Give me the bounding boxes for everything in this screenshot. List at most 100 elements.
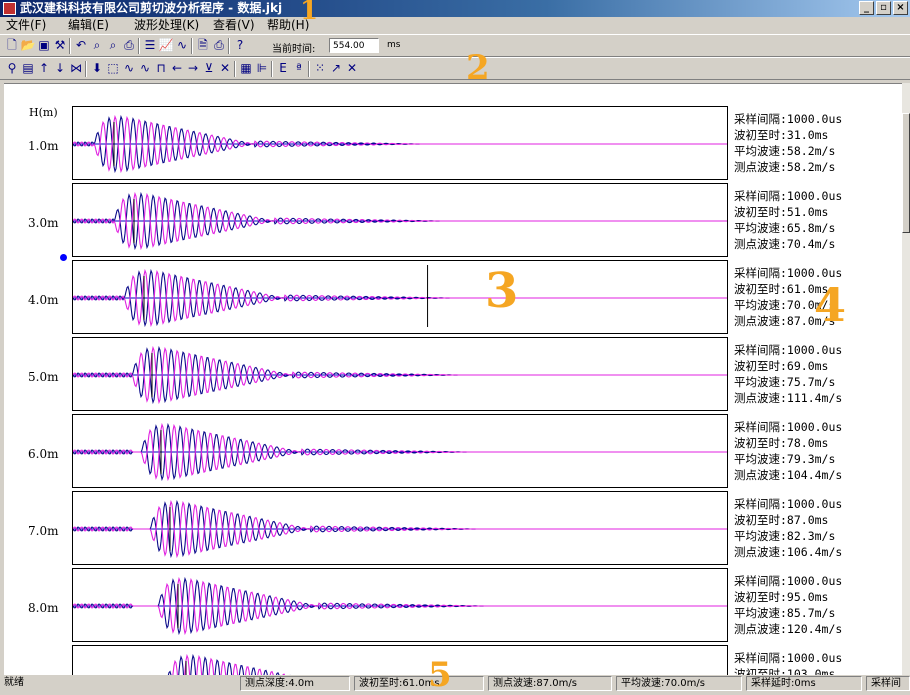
status-point-velocity: 测点波速:87.0m/s	[488, 676, 612, 691]
menu-wave-process[interactable]: 波形处理(K)	[134, 18, 200, 32]
trace-info-line: 测点波速:58.2m/s	[734, 160, 836, 174]
save-icon[interactable]: ▣	[38, 38, 50, 52]
callout-1: 1	[300, 0, 319, 26]
waveform-b	[73, 191, 727, 251]
minimize-button[interactable]: _	[859, 1, 874, 15]
trace-info: 采样间隔:1000.0us 波初至时:51.0ms 平均波速:65.8m/s 测点波速…	[734, 188, 842, 252]
trace-info-line: 测点波速:111.4m/s	[734, 391, 843, 405]
trace-info: 采样间隔:1000.0us 波初至时:31.0ms 平均波速:58.2m/s 测点波速…	[734, 111, 842, 175]
list-icon[interactable]: ☰	[144, 38, 156, 52]
trace-info-line: 采样间隔:1000.0us	[734, 574, 843, 588]
chart-icon[interactable]: 📈	[158, 38, 174, 52]
toolbar-separator	[138, 38, 140, 54]
wave-icon[interactable]: ∿	[176, 38, 188, 52]
waveform-plot[interactable]	[72, 491, 728, 565]
waveform-b	[73, 114, 727, 174]
properties-icon[interactable]: ▦	[240, 61, 252, 75]
select-icon[interactable]: ⬚	[107, 61, 119, 75]
trace-info-line: 波初至时:103.0ms	[734, 667, 836, 676]
zoom-out-icon[interactable]: ⌕	[109, 38, 117, 52]
arrow-right-icon[interactable]: →	[187, 61, 199, 75]
waveform-svg	[73, 499, 727, 559]
trace-info-line: 平均波速:58.2m/s	[734, 144, 836, 158]
zoom-in-icon[interactable]: ⌕	[93, 38, 101, 52]
menu-edit[interactable]: 编辑(E)	[68, 18, 109, 32]
pointer-icon[interactable]: ↗	[330, 61, 342, 75]
menu-bar: 文件(F) 编辑(E) 波形处理(K) 查看(V) 帮助(H)	[0, 17, 910, 34]
sort-asc-icon[interactable]: ↑	[38, 61, 50, 75]
new-file-icon[interactable]: 🗋	[7, 38, 17, 52]
trace-info-line: 平均波速:75.7m/s	[734, 375, 836, 389]
open-folder-icon[interactable]: 📂	[20, 38, 36, 52]
wave-edit-icon[interactable]: ∿	[123, 61, 135, 75]
waveform-plot[interactable]	[72, 260, 728, 334]
trace-info-line: 测点波速:120.4m/s	[734, 622, 843, 636]
help-icon[interactable]: ?	[236, 38, 244, 52]
arrow-down-icon[interactable]: ⬇	[91, 61, 103, 75]
trace-row[interactable]: 3.0m 采样间隔:1000.0us 波初至时:51.0ms 平均波速:65.8m/s…	[4, 183, 902, 260]
toolbar-main: 🗋 📂 ▣ ⚒ ↶ ⌕ ⌕ ⎙ ☰ 📈 ∿ 🗎 ⎙? 当前时间: 554.00 ms	[0, 34, 910, 57]
waveform-plot[interactable]	[72, 414, 728, 488]
menu-file[interactable]: 文件(F)	[6, 18, 47, 32]
status-sample-interval: 采样间	[866, 676, 910, 691]
trace-info-line: 测点波速:104.4m/s	[734, 468, 843, 482]
status-ready: 就绪	[4, 677, 24, 688]
depth-label: 4.0m	[28, 293, 59, 307]
scrollbar-thumb[interactable]	[902, 113, 910, 233]
trace-row[interactable]: 8.0m 采样间隔:1000.0us 波初至时:95.0ms 平均波速:85.7m/s…	[4, 568, 902, 645]
sort-desc-icon[interactable]: ↓	[54, 61, 66, 75]
baseline-icon[interactable]: ⊻	[204, 61, 214, 75]
title-bar: 武汉建科科技有限公司剪切波分析程序 - 数据.jkj _ ▫ ×	[0, 0, 910, 17]
arrow-left-icon[interactable]: ←	[171, 61, 183, 75]
marker-icon[interactable]: ⊫	[256, 61, 268, 75]
menu-help[interactable]: 帮助(H)	[267, 18, 310, 32]
trace-info-line: 波初至时:87.0ms	[734, 513, 829, 527]
waveform-b	[73, 268, 727, 328]
vertical-scrollbar[interactable]	[902, 83, 910, 675]
trace-row[interactable]: 1.0m 采样间隔:1000.0us 波初至时:31.0ms 平均波速:58.2m/s…	[4, 106, 902, 183]
trace-info-line: 波初至时:51.0ms	[734, 205, 829, 219]
scatter-icon[interactable]: ⁙	[314, 61, 326, 75]
square-wave-icon[interactable]: ⊓	[156, 61, 166, 75]
close-button[interactable]: ×	[893, 1, 908, 15]
trace-row[interactable]: 4.0m 采样间隔:1000.0us 波初至时:61.0ms 平均波速:70.0m/s…	[4, 254, 902, 337]
find-icon[interactable]: ⚲	[7, 61, 17, 75]
toolbar-separator	[228, 38, 230, 54]
waveform-plot[interactable]	[72, 183, 728, 257]
ruler-icon[interactable]: ▤	[22, 61, 34, 75]
callout-2: 2	[466, 48, 490, 88]
waveform-plot[interactable]	[72, 568, 728, 642]
app-icon	[3, 2, 16, 15]
filter-icon[interactable]: ⋈	[70, 61, 82, 75]
trace-row[interactable]: 采样间隔:1000.0us 波初至时:103.0ms	[4, 645, 902, 676]
waveform-plot[interactable]	[72, 645, 728, 676]
ab-icon[interactable]: ª	[296, 61, 302, 75]
status-bar: 就绪 测点深度:4.0m 波初至时:61.0ms 测点波速:87.0m/s 平均…	[0, 675, 910, 692]
restore-button[interactable]: ▫	[876, 1, 891, 15]
trace-info-line: 采样间隔:1000.0us	[734, 112, 843, 126]
menu-view[interactable]: 查看(V)	[213, 18, 255, 32]
trace-info: 采样间隔:1000.0us 波初至时:78.0ms 平均波速:79.3m/s 测点波速…	[734, 419, 842, 483]
trace-row[interactable]: 5.0m 采样间隔:1000.0us 波初至时:69.0ms 平均波速:75.7m/s…	[4, 337, 902, 414]
wave-flip-icon[interactable]: ∿	[139, 61, 151, 75]
depth-axis-label: H(m)	[29, 106, 58, 119]
trace-row[interactable]: 6.0m 采样间隔:1000.0us 波初至时:78.0ms 平均波速:79.3m/s…	[4, 414, 902, 491]
waveform-plot[interactable]	[72, 337, 728, 411]
preview-icon[interactable]: 🗎	[198, 38, 208, 52]
print-setup-icon[interactable]: ⎙	[124, 38, 134, 52]
trace-info-line: 波初至时:78.0ms	[734, 436, 829, 450]
clear-icon[interactable]: ✕	[346, 61, 358, 75]
waveform-plot[interactable]	[72, 106, 728, 180]
waveform-canvas[interactable]: H(m) 1.0m 采样间隔:1000.0us 波初至时:31.0ms 平均波速:58…	[4, 83, 902, 676]
e-icon[interactable]: E	[279, 61, 287, 75]
print-icon[interactable]: ⎙	[214, 38, 224, 52]
trace-row[interactable]: 7.0m 采样间隔:1000.0us 波初至时:87.0ms 平均波速:82.3m/s…	[4, 491, 902, 568]
current-time-field[interactable]: 554.00	[329, 38, 379, 53]
depth-label: 7.0m	[28, 524, 59, 538]
current-time-label: 当前时间:	[272, 44, 316, 55]
undo-icon[interactable]: ↶	[75, 38, 87, 52]
delete-icon[interactable]: ✕	[219, 61, 231, 75]
tools-icon[interactable]: ⚒	[54, 38, 66, 52]
trace-info-line: 采样间隔:1000.0us	[734, 189, 843, 203]
trace-info: 采样间隔:1000.0us 波初至时:95.0ms 平均波速:85.7m/s 测点波速…	[734, 573, 842, 637]
